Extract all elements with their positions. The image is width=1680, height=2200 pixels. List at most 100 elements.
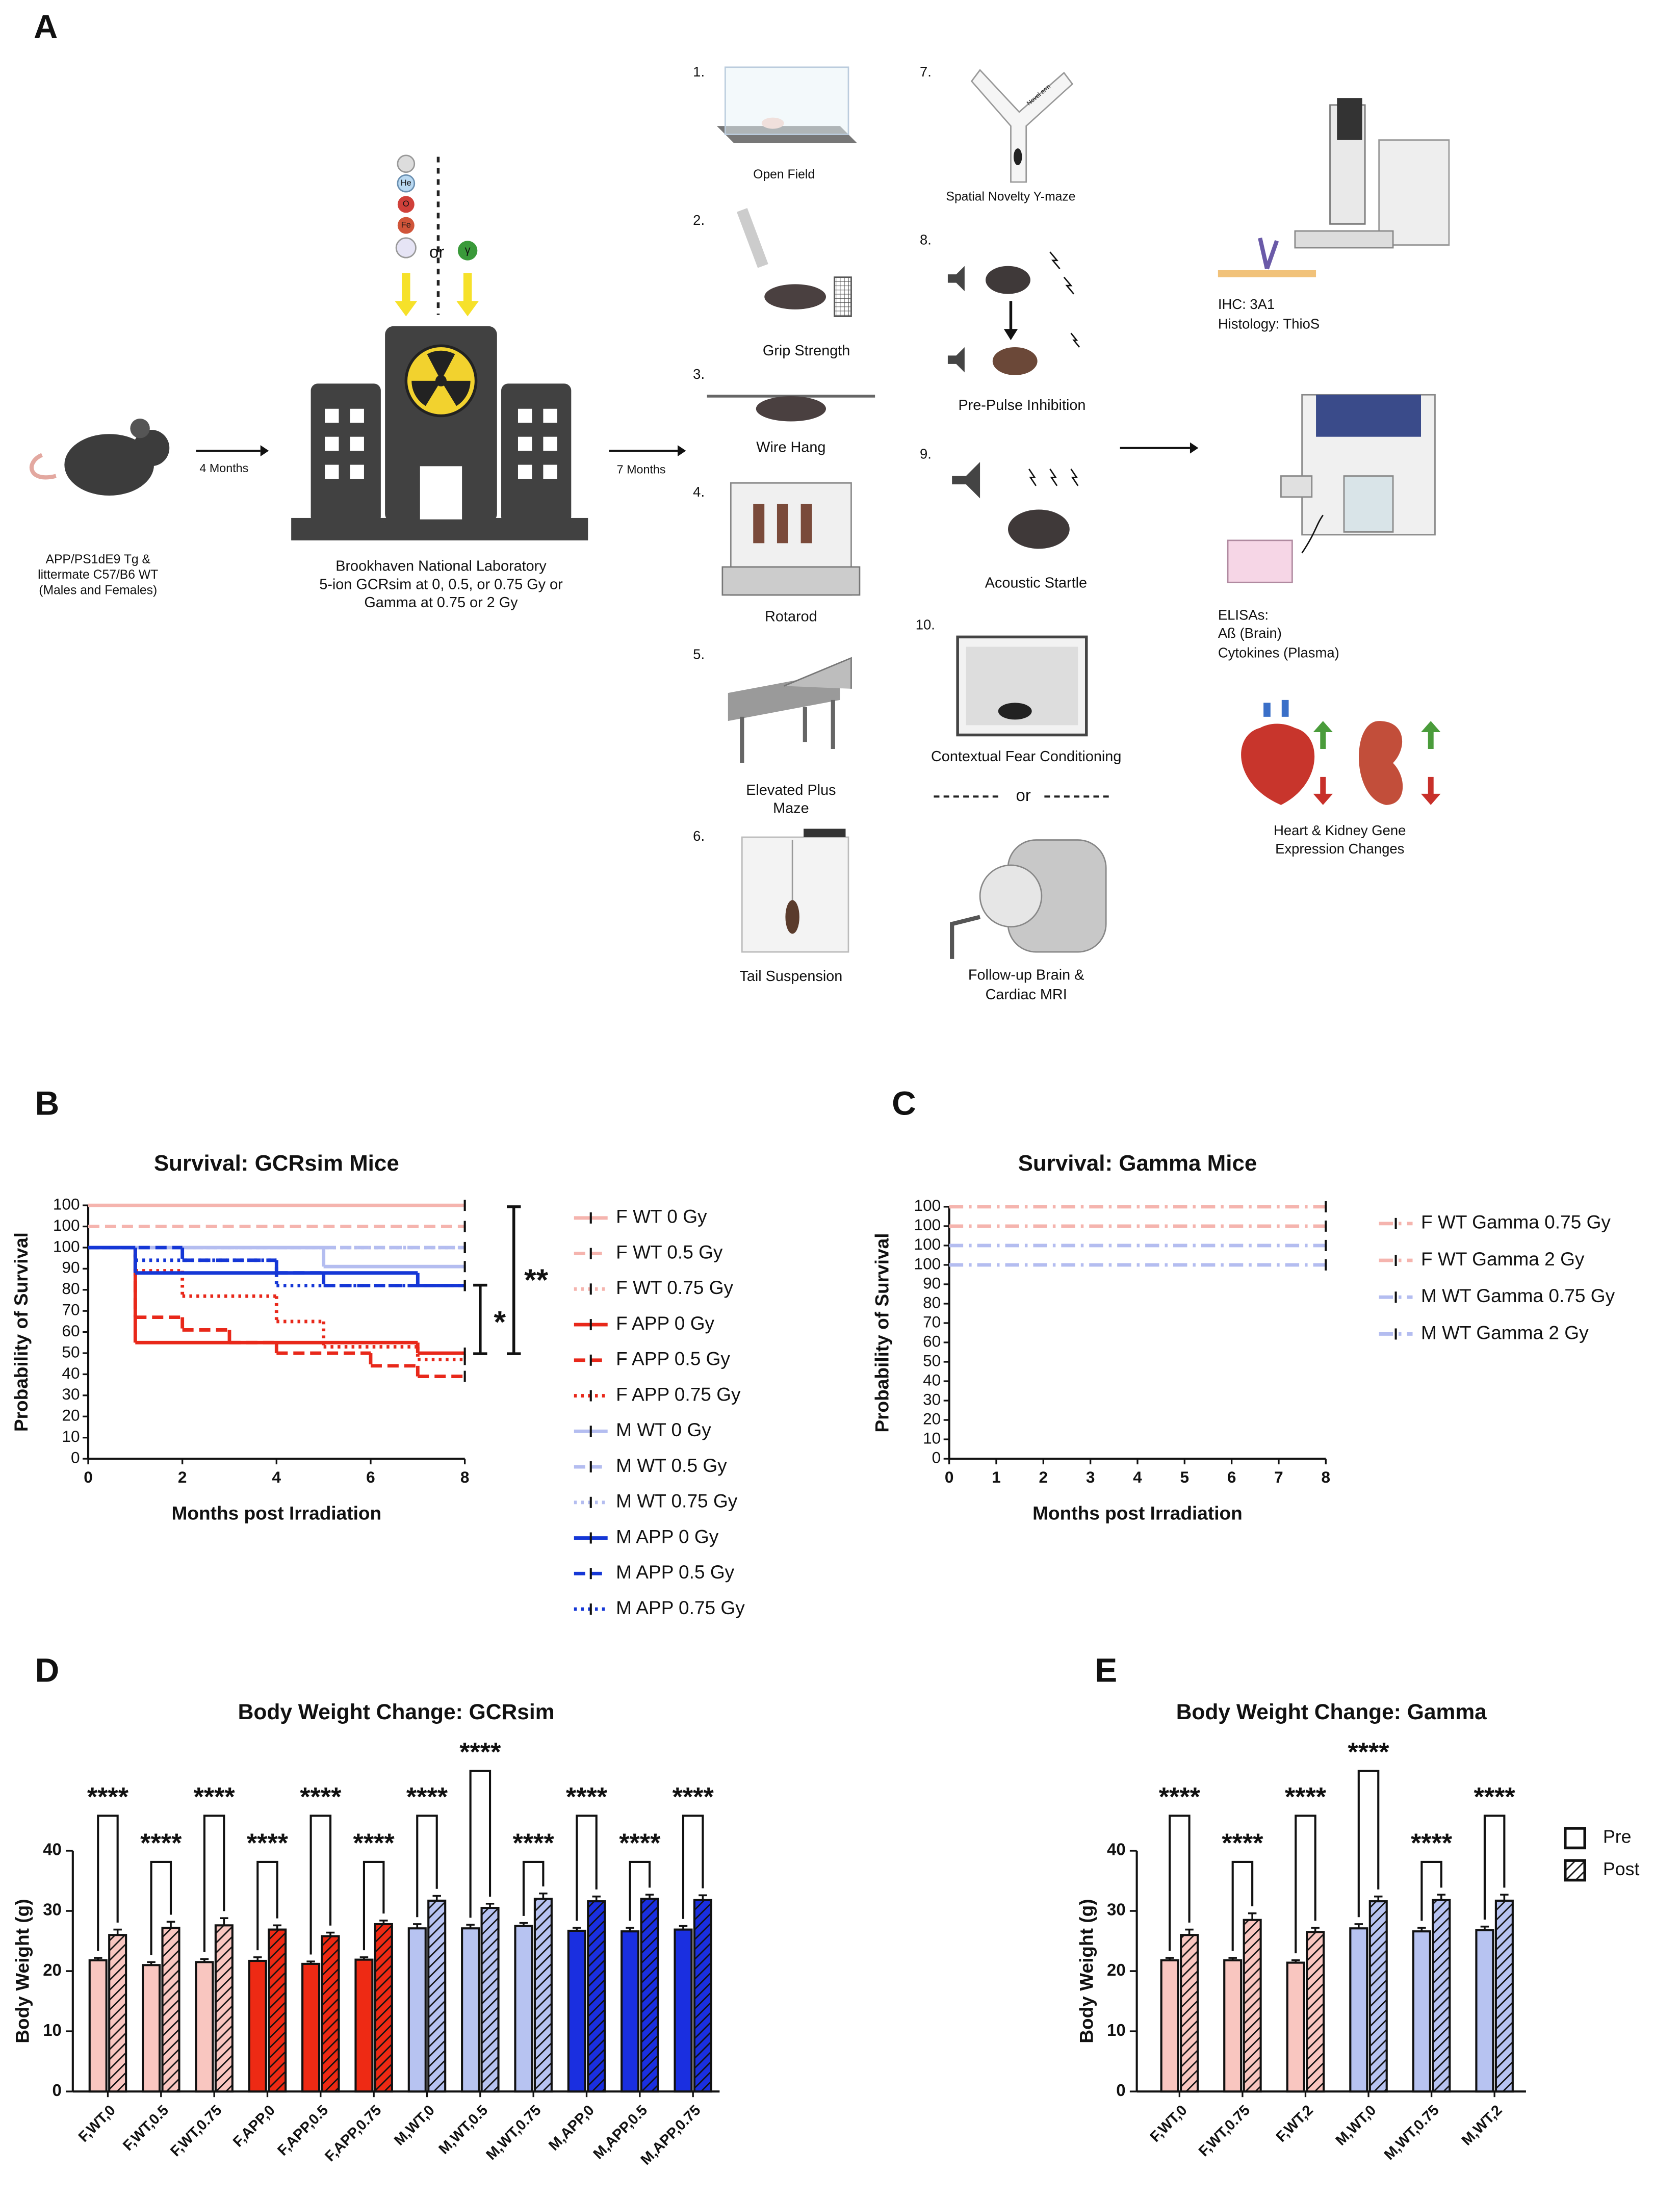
significance-bracket (1169, 1815, 1191, 1951)
outcome-label: Heart & Kidney Gene (1274, 822, 1406, 838)
x-axis-label: Months post Irradiation (1032, 1503, 1243, 1524)
panel-label: C (892, 1084, 916, 1122)
monitor (1280, 475, 1313, 498)
significance-label: **** (1411, 1829, 1453, 1858)
error-bar (592, 1895, 601, 1902)
rotarod-mice (753, 504, 812, 543)
significance-bracket (256, 1860, 278, 1951)
error-bar (113, 1928, 122, 1935)
bar (1412, 1930, 1431, 2093)
chart-title: Body Weight Change: Gamma (1176, 1700, 1487, 1724)
significance-label: **** (353, 1829, 395, 1858)
ion-label: Fe (401, 220, 411, 229)
x-tick-label: M,WT,0 (391, 2102, 438, 2149)
bar (567, 1929, 586, 2093)
significance-label: ** (524, 1262, 549, 1297)
error-bar (413, 1923, 422, 1929)
y-tick-label: 40 (62, 1364, 80, 1382)
rotarod (721, 566, 861, 596)
x-tick-label: M,WT,0.75 (1381, 2102, 1442, 2163)
y-tick-label: 10 (1107, 2021, 1126, 2039)
bar (374, 1923, 393, 2093)
beam-arrow (395, 273, 479, 317)
arrow-head (260, 445, 269, 457)
panel-label: D (35, 1651, 60, 1689)
significance-label: **** (194, 1782, 236, 1812)
error-bar (220, 1917, 228, 1926)
arrow-label: 7 Months (617, 463, 666, 476)
error-bar (485, 1903, 495, 1908)
subject-label: (Males and Females) (39, 583, 157, 597)
power-supply (1378, 139, 1450, 246)
legend-label: Pre (1603, 1827, 1632, 1847)
significance-label: **** (140, 1829, 182, 1858)
bar (1306, 1931, 1325, 2093)
tail-suspension-bar (804, 829, 846, 837)
mouse (761, 117, 784, 129)
test-number: 9. (920, 446, 932, 462)
facility-label: Gamma at 0.75 or 2 Gy (364, 594, 518, 611)
significance-bracket (309, 1815, 332, 1955)
test-number: 5. (693, 646, 705, 662)
test-label: Grip Strength (763, 343, 850, 359)
significance-bracket (203, 1815, 225, 1952)
y-tick-label: 50 (62, 1342, 80, 1361)
ion-label: O (403, 199, 409, 209)
legend-label: F APP 0.5 Gy (616, 1348, 730, 1369)
test-label: Acoustic Startle (985, 575, 1087, 591)
x-tick-label: F,APP,0 (230, 2102, 278, 2151)
legend-label: M APP 0.5 Gy (616, 1561, 734, 1583)
test-number: 1. (693, 64, 705, 80)
test-number: 10. (916, 617, 935, 633)
y-tick-label: 20 (43, 1960, 62, 1979)
error-bar (519, 1922, 528, 1926)
y-tick-label: 30 (62, 1385, 80, 1403)
ion (397, 217, 415, 234)
mouse (986, 266, 1030, 294)
mouse-ear (130, 418, 150, 438)
legend-label: M APP 0 Gy (616, 1525, 719, 1547)
microscope (1337, 98, 1362, 140)
error-bar (1185, 1928, 1194, 1935)
error-bar (1354, 1923, 1363, 1929)
error-bar (1500, 1894, 1509, 1901)
legend-label: F WT Gamma 2 Gy (1421, 1248, 1585, 1270)
error-bar (253, 1956, 262, 1961)
plus-maze (784, 657, 852, 689)
x-tick-label: M,WT,2 (1459, 2102, 1506, 2149)
microscope-base (1294, 230, 1394, 249)
or-label: or (1016, 786, 1031, 805)
facility-label: 5-ion GCRsim at 0, 0.5, or 0.75 Gy or (319, 576, 563, 592)
bar (161, 1926, 180, 2093)
bar (1432, 1899, 1451, 2093)
test-label: Wire Hang (756, 439, 825, 455)
tail-suspension-box (741, 836, 849, 953)
y-tick-label: 100 (53, 1195, 80, 1213)
plate-reader-tray (1343, 475, 1394, 533)
x-tick-label: M,APP,0 (546, 2102, 598, 2154)
mouse (992, 347, 1038, 375)
bar (427, 1899, 447, 2093)
bar (693, 1899, 712, 2093)
bar (214, 1924, 234, 2093)
mri-bore (979, 864, 1043, 928)
x-tick-label: 2 (178, 1468, 187, 1486)
significance-label: **** (1222, 1829, 1263, 1858)
y-maze (970, 69, 1074, 183)
bar (533, 1898, 553, 2093)
bar (1180, 1934, 1199, 2093)
x-tick-label: 2 (1039, 1468, 1048, 1486)
plus-maze-legs (740, 700, 835, 763)
error-bar (1311, 1927, 1320, 1932)
significance-label: **** (673, 1782, 714, 1812)
significance-label: **** (1474, 1782, 1516, 1812)
x-axis-label: Months post Irradiation (172, 1503, 382, 1524)
y-axis-label: Probability of Survival (10, 1232, 32, 1432)
error-bar (147, 1961, 156, 1965)
elisa-plate (1227, 539, 1293, 583)
antibody (1258, 237, 1279, 270)
x-tick-label: M,WT,0.75 (483, 2102, 544, 2163)
panel-label: E (1095, 1651, 1117, 1689)
test-number: 3. (693, 366, 705, 382)
significance-label: **** (619, 1829, 661, 1858)
